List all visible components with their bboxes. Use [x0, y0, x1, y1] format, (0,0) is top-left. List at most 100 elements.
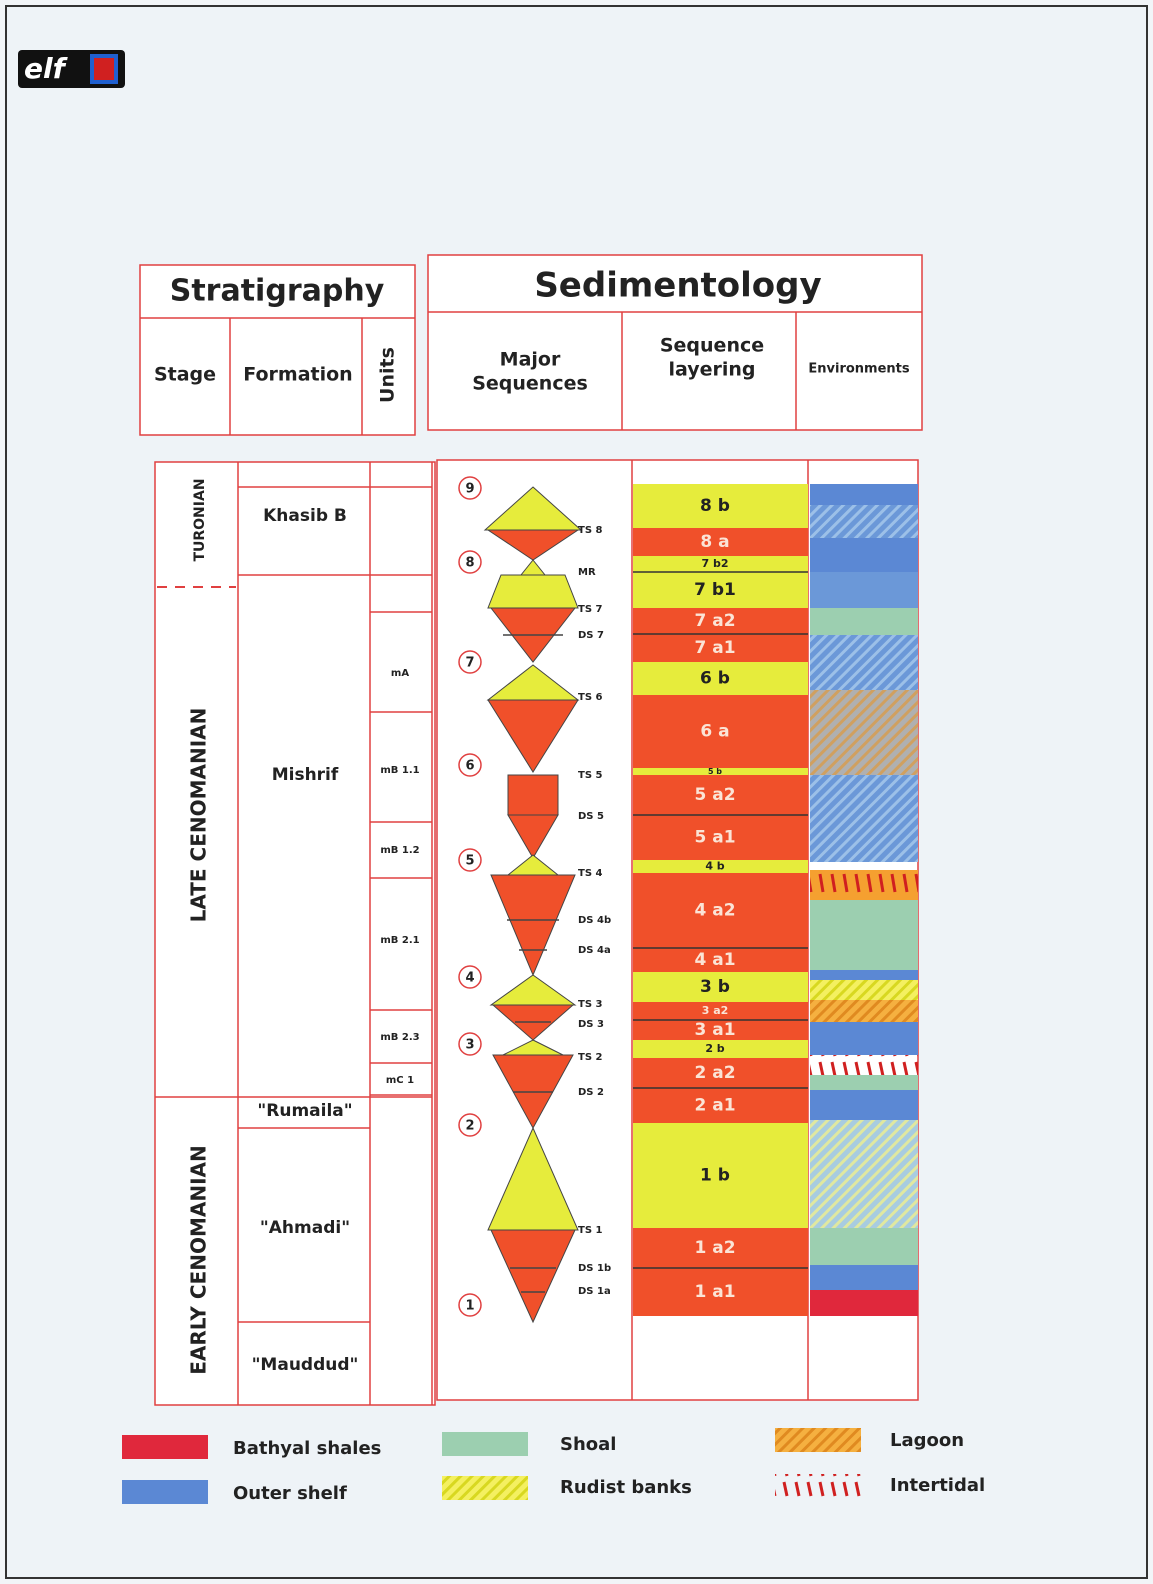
col-header: Sequences [472, 373, 588, 395]
formation-label: "Ahmadi" [260, 1218, 350, 1238]
col-header: Units [377, 347, 399, 403]
surface-label: DS 4b [578, 915, 611, 926]
environment-band [810, 900, 918, 970]
sequence-number: 2 [465, 1119, 474, 1134]
formation-label: "Rumaila" [257, 1101, 352, 1121]
sequence-shape [490, 1229, 576, 1324]
legend-label: Shoal [560, 1434, 616, 1455]
sed-title: Sedimentology [534, 266, 821, 306]
unit-label: mB 1.1 [380, 765, 419, 776]
layer [633, 634, 808, 662]
layer-label: 4 a2 [694, 901, 735, 921]
sequence-number: 1 [465, 1299, 474, 1314]
legend-label: Intertidal [890, 1475, 985, 1496]
unit-label: mA [391, 668, 409, 679]
sequence-marker [458, 1032, 482, 1056]
sequence-shape [487, 574, 579, 609]
layer [633, 1020, 808, 1040]
col-header: Formation [243, 364, 352, 386]
layer [633, 815, 808, 860]
environment-band [810, 1090, 918, 1120]
surface-label: DS 5 [578, 811, 604, 822]
surface-label: TS 1 [578, 1225, 603, 1236]
environment-band [810, 538, 918, 572]
legend-swatch [442, 1476, 528, 1500]
layer-label: 7 b2 [701, 557, 728, 570]
layer-label: 1 b [700, 1166, 730, 1186]
formation-label: Khasib B [263, 506, 347, 526]
layer [633, 528, 808, 556]
surface-label: TS 5 [578, 770, 603, 781]
formation-label: Mishrif [272, 765, 339, 785]
sequence-marker [458, 965, 482, 989]
layer-label: 8 a [700, 532, 729, 552]
sequence-number: 5 [465, 854, 474, 869]
layer [633, 662, 808, 695]
environment-band [810, 1055, 918, 1075]
logo: elf [18, 50, 125, 88]
layer-label: 4 b [705, 860, 724, 873]
logo-text: elf [24, 52, 69, 85]
layer-label: 3 a1 [694, 1020, 735, 1040]
layer-label: 5 a1 [694, 828, 735, 848]
col-header: Environments [808, 362, 909, 377]
layer [633, 1268, 808, 1316]
layer [633, 768, 808, 775]
layer [633, 873, 808, 948]
environment-band [810, 484, 918, 505]
strat-body [154, 461, 436, 1406]
environment-band [810, 1000, 918, 1022]
surface-label: TS 7 [578, 604, 603, 615]
sequence-marker [458, 550, 482, 574]
logo-icon [90, 54, 118, 84]
legend-swatch [122, 1435, 208, 1459]
surface-label: DS 4a [578, 945, 611, 956]
sequence-number: 4 [465, 971, 474, 986]
layer [633, 775, 808, 815]
sequence-marker [458, 650, 482, 674]
sequence-number: 6 [465, 759, 474, 774]
layer-label: 3 a2 [702, 1004, 729, 1017]
sequence-marker [458, 476, 482, 500]
layer-label: 2 a1 [694, 1096, 735, 1116]
layer-label: 5 b [708, 767, 722, 776]
environment-band [810, 572, 918, 608]
sequence-shape [490, 874, 576, 977]
environment-band [810, 608, 918, 635]
layer-label: 7 a2 [694, 611, 735, 631]
layer-label: 6 b [700, 669, 730, 689]
environment-band [810, 1022, 918, 1055]
unit-label: mB 2.3 [380, 1032, 419, 1043]
layer-label: 2 b [705, 1042, 724, 1055]
sequence-number: 7 [465, 656, 474, 671]
sequence-shape [487, 699, 579, 773]
environment-band [810, 970, 918, 980]
legend-label: Lagoon [890, 1430, 964, 1451]
col-header: Stage [154, 364, 216, 386]
surface-label: TS 6 [578, 692, 603, 703]
sequence-shape [507, 774, 559, 816]
sequence-shape [486, 529, 580, 561]
legend-swatch [442, 1432, 528, 1456]
sed-header [427, 254, 923, 431]
layer [633, 695, 808, 768]
layer-label: 3 b [700, 977, 730, 997]
layer-label: 8 b [700, 496, 730, 516]
layer [633, 1228, 808, 1268]
layer-label: 1 a1 [694, 1282, 735, 1302]
legend-label: Outer shelf [233, 1483, 347, 1504]
stage-label: TURONIAN [192, 478, 208, 561]
layer-label: 2 a2 [694, 1063, 735, 1083]
formation-label: "Mauddud" [252, 1355, 359, 1375]
sequence-number: 8 [465, 556, 474, 571]
layer [633, 556, 808, 572]
surface-label: MR [578, 567, 596, 578]
sequence-marker [458, 1113, 482, 1137]
legend-swatch [775, 1474, 861, 1498]
surface-label: TS 8 [578, 525, 603, 536]
layer [633, 1002, 808, 1020]
surface-label: DS 1b [578, 1263, 611, 1274]
col-header: Sequence [660, 335, 764, 357]
surface-label: TS 3 [578, 999, 603, 1010]
